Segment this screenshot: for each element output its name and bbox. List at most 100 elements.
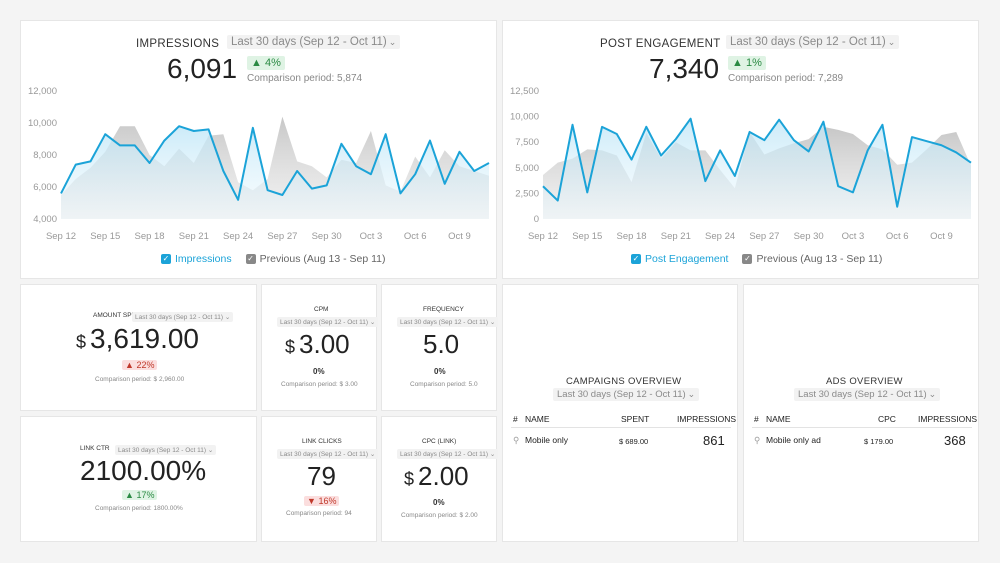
cpm-comparison: Comparison period: $ 3.00 [281, 381, 358, 388]
campaigns-header-divider [511, 427, 731, 428]
x-tick-label: Oct 3 [842, 231, 865, 242]
y-tick-label: 12,500 [510, 86, 539, 97]
cpc-link-period-select[interactable]: Last 30 days (Sep 12 - Oct 11) ⌄ [397, 449, 499, 459]
link-clicks-comparison: Comparison period: 94 [286, 510, 352, 517]
checkbox-checked-icon: ✓ [631, 254, 641, 264]
chevron-down-icon: ⌄ [928, 389, 937, 399]
x-tick-label: Oct 9 [448, 231, 471, 242]
ads-header-name: NAME [766, 414, 791, 424]
engagement-chart: 12,500 10,000 7,500 5,000 2,500 0 Sep 12 Sep 15… [510, 86, 972, 242]
amount-spent-comparison: Comparison period: $ 2,960.00 [95, 376, 185, 383]
link-clicks-change: 16% [318, 496, 337, 506]
campaigns-header-spent[interactable]: SPENT [621, 414, 650, 424]
x-tick-label: Sep 18 [134, 231, 164, 242]
campaigns-title: CAMPAIGNS OVERVIEW [566, 376, 682, 387]
frequency-period-select[interactable]: Last 30 days (Sep 12 - Oct 11) ⌄ [397, 317, 499, 327]
x-tick-label: Sep 24 [705, 231, 735, 242]
link-ctr-title: LINK CTR [80, 445, 110, 452]
impressions-period-select[interactable]: Last 30 days (Sep 12 - Oct 11) ⌄ [227, 35, 401, 49]
impressions-change: 4% [264, 57, 281, 69]
link-clicks-value-wrap: 79 [303, 461, 336, 492]
amount-spent-change-badge: ▲ 22% [122, 360, 158, 370]
cpm-change-badge: 0% [310, 367, 328, 376]
y-tick-label: 4,000 [33, 214, 57, 225]
current-series-area [543, 118, 971, 219]
campaigns-header-impressions[interactable]: IMPRESSIONS [677, 414, 737, 424]
table-row[interactable]: ⚲ Mobile only ad $ 179.00 368 [744, 429, 980, 449]
cpc-link-change-badge: 0% [430, 498, 448, 507]
ad-name: Mobile only ad [766, 435, 821, 445]
campaigns-period-select[interactable]: Last 30 days (Sep 12 - Oct 11) ⌄ [553, 388, 700, 401]
amount-spent-period-label: Last 30 days (Sep 12 - Oct 11) [135, 314, 224, 321]
ad-cpc: $ 179.00 [864, 437, 894, 446]
cpm-period-select[interactable]: Last 30 days (Sep 12 - Oct 11) ⌄ [277, 317, 379, 327]
legend-previous[interactable]: ✓ Previous (Aug 13 - Sep 11) [245, 253, 385, 265]
x-tick-label: Sep 12 [46, 231, 76, 242]
cpm-currency: $ [285, 337, 296, 357]
chevron-down-icon: ⌄ [369, 451, 376, 458]
legend-post-engagement[interactable]: ✓ Post Engagement [631, 253, 728, 265]
checkbox-checked-icon: ✓ [742, 254, 753, 264]
link-clicks-change-badge: ▼ 16% [304, 496, 340, 506]
chevron-down-icon: ⌄ [887, 37, 896, 47]
arrow-up-icon: ▲ [125, 490, 134, 500]
cpm-title: CPM [314, 306, 329, 313]
amount-spent-card: AMOUNT SPENT Last 30 days (Sep 12 - Oct … [20, 284, 257, 411]
checkbox-checked-icon: ✓ [245, 254, 256, 264]
frequency-change-badge: 0% [431, 367, 449, 376]
x-tick-label: Sep 18 [616, 231, 646, 242]
cpc-link-period-label: Last 30 days (Sep 12 - Oct 11) [400, 451, 489, 458]
post-engagement-card: POST ENGAGEMENT Last 30 days (Sep 12 - O… [502, 20, 979, 279]
ad-impressions: 368 [944, 433, 966, 448]
chevron-down-icon: ⌄ [369, 319, 376, 326]
cpc-link-change: 0% [433, 498, 445, 507]
frequency-period-label: Last 30 days (Sep 12 - Oct 11) [400, 319, 489, 326]
link-ctr-card: LINK CTR Last 30 days (Sep 12 - Oct 11) … [20, 416, 257, 542]
x-tick-label: Sep 27 [267, 231, 297, 242]
table-row[interactable]: ⚲ Mobile only $ 689.00 861 [503, 429, 739, 449]
impressions-card: IMPRESSIONS Last 30 days (Sep 12 - Oct 1… [20, 20, 497, 279]
x-tick-label: Sep 24 [223, 231, 253, 242]
ad-icon: ⚲ [754, 435, 761, 445]
engagement-title: POST ENGAGEMENT [600, 38, 721, 50]
amount-spent-currency: $ [76, 332, 87, 352]
x-tick-label: Oct 9 [930, 231, 953, 242]
link-clicks-title: LINK CLICKS [302, 438, 342, 445]
legend-previous[interactable]: ✓ Previous (Aug 13 - Sep 11) [742, 253, 882, 265]
link-clicks-period-select[interactable]: Last 30 days (Sep 12 - Oct 11) ⌄ [277, 449, 379, 459]
impressions-chart: 12,000 10,000 8,000 6,000 4,000 Sep 12 Sep 15 S… [28, 86, 490, 242]
chevron-down-icon: ⌄ [489, 319, 496, 326]
cpc-link-comparison: Comparison period: $ 2.00 [401, 512, 478, 519]
cpc-link-title: CPC (LINK) [422, 438, 457, 445]
chevron-down-icon: ⌄ [224, 314, 231, 321]
ads-title: ADS OVERVIEW [826, 376, 903, 387]
frequency-value-wrap: 5.0 [419, 329, 459, 360]
cpc-link-value: 2.00 [418, 461, 469, 491]
x-tick-label: Sep 21 [179, 231, 209, 242]
arrow-up-icon: ▲ [732, 57, 743, 69]
arrow-up-icon: ▲ [251, 57, 262, 69]
link-ctr-period-select[interactable]: Last 30 days (Sep 12 - Oct 11) ⌄ [115, 445, 217, 455]
amount-spent-period-select[interactable]: Last 30 days (Sep 12 - Oct 11) ⌄ [132, 312, 234, 322]
impressions-change-badge: ▲ 4% [247, 56, 285, 70]
legend-impressions-label: Impressions [175, 253, 232, 265]
ads-period-select[interactable]: Last 30 days (Sep 12 - Oct 11) ⌄ [794, 388, 941, 401]
link-ctr-value: 2100.00% [80, 455, 207, 486]
legend-impressions[interactable]: ✓ Impressions [161, 253, 232, 265]
ads-header-impressions[interactable]: IMPRESSIONS [918, 414, 978, 424]
frequency-title: FREQUENCY [423, 306, 464, 313]
y-tick-label: 0 [534, 214, 539, 225]
impressions-comparison: Comparison period: 5,874 [247, 73, 363, 84]
current-series-line[interactable] [542, 117, 972, 208]
ads-header-cpc[interactable]: CPC [878, 414, 896, 424]
current-series-line[interactable] [60, 125, 490, 201]
chevron-down-icon: ⌄ [687, 389, 696, 399]
impressions-value: 6,091 [167, 53, 238, 84]
x-tick-label: Sep 15 [572, 231, 602, 242]
engagement-period-select[interactable]: Last 30 days (Sep 12 - Oct 11) ⌄ [726, 35, 900, 49]
engagement-comparison: Comparison period: 7,289 [728, 73, 844, 84]
frequency-card: FREQUENCY Last 30 days (Sep 12 - Oct 11)… [381, 284, 499, 411]
campaigns-header-name: NAME [525, 414, 550, 424]
link-clicks-period-label: Last 30 days (Sep 12 - Oct 11) [280, 451, 369, 458]
link-ctr-change: 17% [136, 490, 155, 500]
